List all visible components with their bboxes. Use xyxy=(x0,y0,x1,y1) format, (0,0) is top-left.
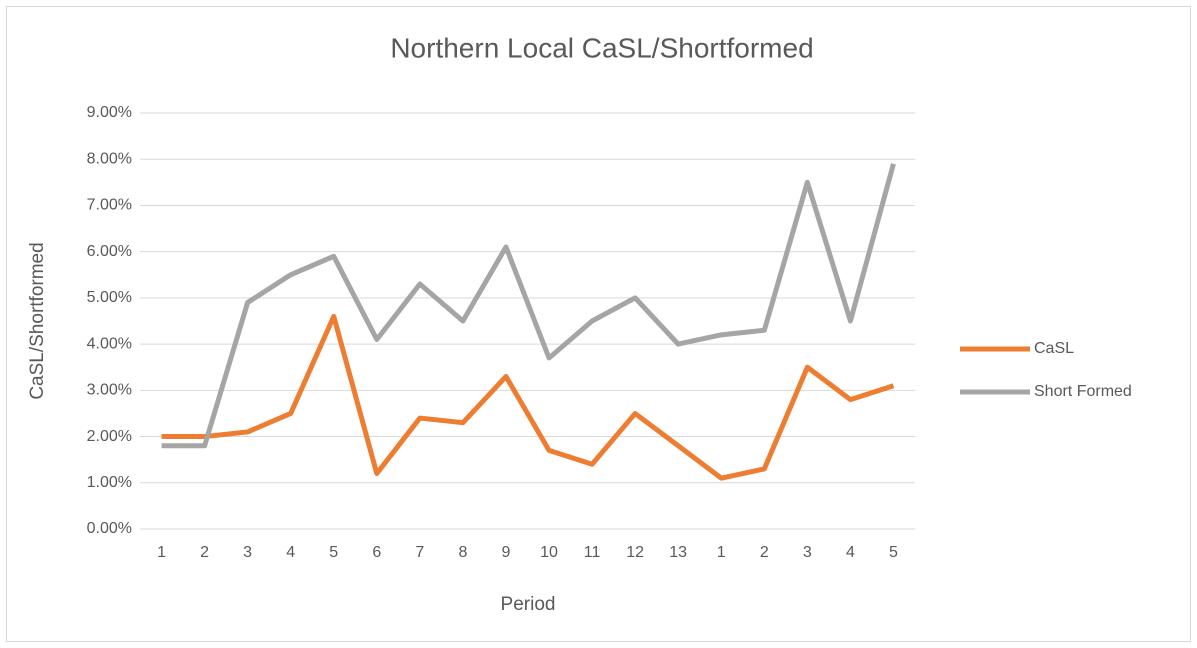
y-axis-label: CaSL/Shortformed xyxy=(27,242,48,399)
y-tick-label: 5.00% xyxy=(87,289,132,306)
x-tick-label: 10 xyxy=(540,544,558,561)
y-tick-label: 4.00% xyxy=(87,335,132,352)
series-line xyxy=(161,163,896,449)
series-line xyxy=(161,313,895,481)
legend-label: CaSL xyxy=(1034,340,1074,357)
x-tick-label: 12 xyxy=(626,544,644,561)
y-tick-label: 0.00% xyxy=(87,520,132,537)
x-tick-label: 9 xyxy=(502,544,511,561)
x-tick-label: 1 xyxy=(157,544,166,561)
x-tick-label: 8 xyxy=(458,544,467,561)
y-tick-label: 7.00% xyxy=(87,197,132,214)
y-tick-label: 1.00% xyxy=(87,474,132,491)
y-tick-label: 6.00% xyxy=(87,243,132,260)
x-axis-label: Period xyxy=(501,594,556,615)
x-tick-label: 2 xyxy=(200,544,209,561)
x-tick-label: 2 xyxy=(760,544,769,561)
y-tick-label: 9.00% xyxy=(87,104,132,121)
x-tick-label: 5 xyxy=(889,544,898,561)
chart-title: Northern Local CaSL/Shortformed xyxy=(390,32,813,63)
x-tick-label: 11 xyxy=(584,544,601,561)
y-tick-label: 3.00% xyxy=(87,382,132,399)
x-tick-label: 6 xyxy=(372,544,381,561)
y-tick-label: 8.00% xyxy=(87,150,132,167)
x-tick-label: 1 xyxy=(717,544,726,561)
y-tick-label: 2.00% xyxy=(87,428,132,445)
x-tick-label: 4 xyxy=(286,544,295,561)
x-tick-label: 5 xyxy=(329,544,338,561)
x-tick-label: 4 xyxy=(846,544,855,561)
x-tick-label: 13 xyxy=(669,544,687,561)
x-tick-label: 3 xyxy=(803,544,812,561)
x-tick-label: 3 xyxy=(243,544,252,561)
x-tick-label: 7 xyxy=(415,544,424,561)
legend-label: Short Formed xyxy=(1034,383,1132,400)
chart-frame xyxy=(6,6,1191,642)
